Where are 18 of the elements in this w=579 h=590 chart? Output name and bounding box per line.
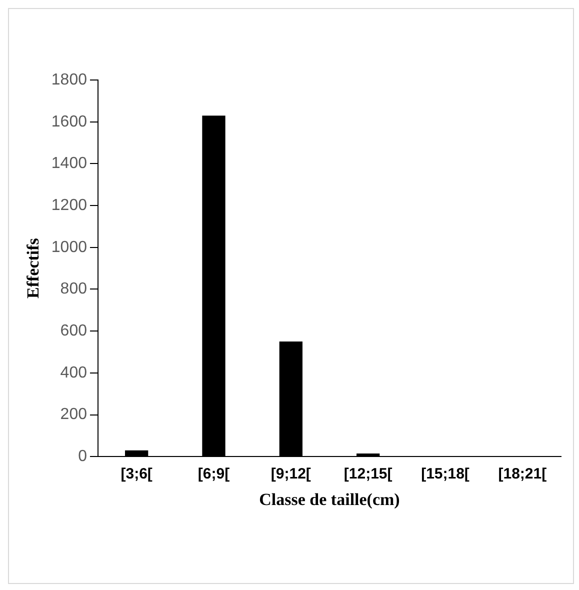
y-tick-label: 1600 <box>51 113 88 130</box>
y-tick-label: 600 <box>60 322 88 340</box>
y-tick-label: 1000 <box>51 238 88 256</box>
y-tick-label: 0 <box>78 448 88 466</box>
x-tick-label: [6;9[ <box>198 466 230 483</box>
y-tick-label: 200 <box>60 406 88 424</box>
y-tick-label: 400 <box>60 364 88 382</box>
x-tick-label: [9;12[ <box>270 466 311 483</box>
x-tick-label: [3;6[ <box>120 466 152 483</box>
y-tick-label: 1200 <box>51 196 88 214</box>
x-axis-title: Classe de taille(cm) <box>259 490 400 510</box>
x-tick-label: [12;15[ <box>344 466 392 483</box>
y-tick-label: 1800 <box>51 71 88 88</box>
x-tick-label: [15;18[ <box>421 466 470 483</box>
y-axis-title: Effectifs <box>24 238 43 299</box>
x-tick-label: [18;21[ <box>498 466 547 483</box>
y-tick-label: 800 <box>60 280 88 298</box>
y-tick-label: 1400 <box>51 155 88 172</box>
